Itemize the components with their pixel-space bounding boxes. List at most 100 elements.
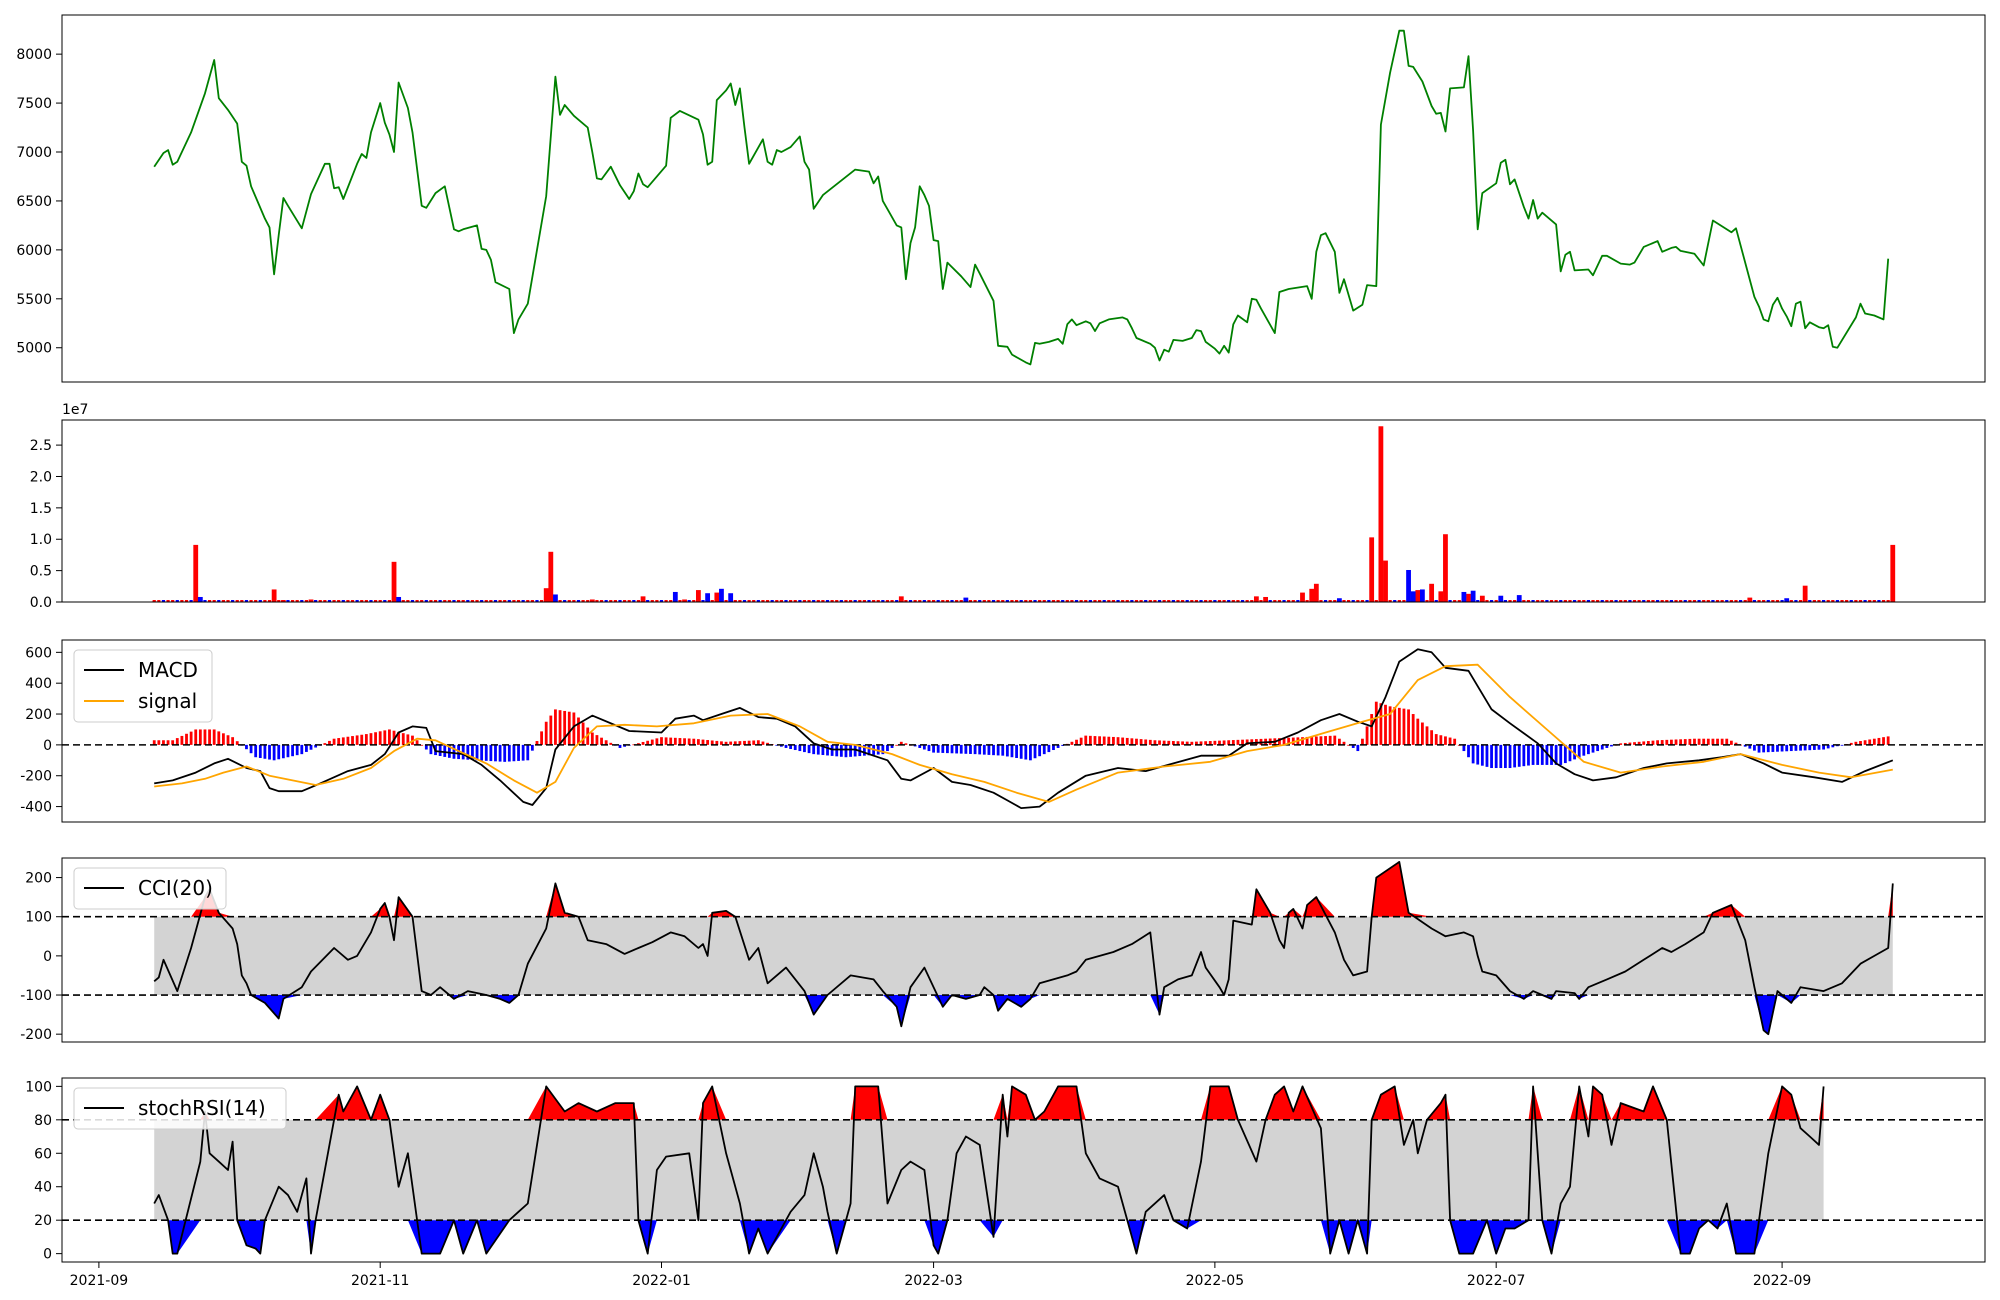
macd-hist-bar xyxy=(369,733,373,745)
volume-bar-small xyxy=(507,600,511,602)
macd-panel-frame xyxy=(61,639,1986,823)
cci-y-tick-label: -200 xyxy=(20,1027,52,1043)
volume-bar-small xyxy=(1277,600,1282,602)
stochrsi-y-tick-label: 60 xyxy=(34,1146,52,1162)
volume-bar-small xyxy=(387,600,392,602)
volume-bar-small xyxy=(1706,600,1710,602)
macd-hist-bar xyxy=(1822,744,1825,750)
volume-bar-small xyxy=(1019,600,1023,602)
macd-hist-bar xyxy=(1162,740,1166,745)
macd-hist-bar xyxy=(1688,738,1692,745)
macd-hist-bar xyxy=(1623,742,1627,745)
macd-hist-bar xyxy=(507,744,511,762)
volume-y-tick-label: 0.0 xyxy=(30,595,52,611)
macd-hist-bar xyxy=(268,744,271,760)
cci-plot-area xyxy=(62,861,1985,1036)
macd-hist-bar xyxy=(443,744,447,757)
volume-bar-small xyxy=(1240,600,1245,602)
macd-hist-bar xyxy=(1812,744,1816,750)
macd-hist-bar xyxy=(530,744,534,751)
macd-hist-bar xyxy=(1370,714,1374,745)
volume-bar-small xyxy=(1563,600,1567,602)
stochrsi-y-tick-label: 20 xyxy=(34,1213,52,1229)
volume-bar-small xyxy=(775,600,779,602)
stochrsi-plot-area xyxy=(62,1085,1985,1255)
volume-bar xyxy=(391,561,397,602)
volume-bar xyxy=(1516,595,1522,602)
macd-hist-bar xyxy=(231,737,235,745)
price-y-tick-label: 5000 xyxy=(16,341,52,357)
volume-bar xyxy=(1466,593,1471,602)
stochrsi-legend: stochRSI(14) xyxy=(73,1087,287,1130)
macd-hist-bar xyxy=(245,744,248,750)
macd-hist-bar xyxy=(724,741,728,745)
macd-hist-bar xyxy=(1573,744,1576,760)
volume-bar-small xyxy=(996,600,1000,602)
macd-hist-bar xyxy=(471,744,474,760)
cci-y-axis: -200 -100 0 100 200 xyxy=(20,871,62,1043)
macd-hist-bar xyxy=(1831,744,1835,748)
macd-hist-bar xyxy=(1849,742,1853,745)
volume-bar-small xyxy=(853,600,857,602)
volume-bar-small xyxy=(1134,600,1139,602)
volume-bar-small xyxy=(1194,600,1199,602)
macd-hist-bar xyxy=(374,732,377,745)
volume-bar-small xyxy=(1752,600,1757,602)
volume-bar-small xyxy=(789,600,793,602)
volume-bar xyxy=(1300,592,1305,602)
volume-bar-small xyxy=(1125,600,1129,602)
macd-hist-bar xyxy=(835,744,839,757)
volume-bar-small xyxy=(1817,600,1821,602)
volume-bar-small xyxy=(1711,600,1715,602)
macd-hist-bar xyxy=(1379,703,1383,745)
macd-hist-bar xyxy=(1882,737,1885,745)
volume-bar-small xyxy=(535,600,539,602)
macd-hist-bar xyxy=(1176,741,1180,745)
macd-hist-bar xyxy=(1610,744,1613,747)
volume-bar-small xyxy=(1116,600,1120,602)
volume-bar-small xyxy=(1425,600,1429,602)
macd-hist-bar xyxy=(1319,736,1323,745)
volume-bar-small xyxy=(1886,600,1890,602)
volume-bar-small xyxy=(337,600,341,602)
volume-bar-small xyxy=(1688,600,1692,602)
volume-bar-small xyxy=(433,600,438,602)
volume-bar xyxy=(1253,596,1259,602)
volume-bar-small xyxy=(1669,600,1674,602)
macd-hist-bar xyxy=(1079,737,1083,745)
macd-hist-bar xyxy=(1139,739,1143,745)
volume-bar-small xyxy=(318,600,322,602)
macd-hist-bar xyxy=(1384,704,1387,745)
macd-hist-bar xyxy=(969,744,972,754)
macd-hist-bar xyxy=(1231,740,1235,745)
volume-bar xyxy=(1498,595,1504,602)
volume-bar-small xyxy=(558,600,562,602)
volume-bar-small xyxy=(1213,600,1217,602)
macd-hist-bar xyxy=(360,734,364,745)
macd-hist-bar xyxy=(295,744,299,756)
volume-bar-small xyxy=(1388,600,1392,602)
volume-bar-small xyxy=(1789,600,1793,602)
volume-bar-small xyxy=(1854,600,1858,602)
volume-bar-small xyxy=(1356,600,1360,602)
volume-bar xyxy=(1802,585,1808,602)
volume-bar xyxy=(705,593,711,602)
volume-bar-small xyxy=(1176,600,1180,602)
macd-hist-bar xyxy=(1185,741,1189,745)
volume-bar-small xyxy=(1065,600,1069,602)
cci-panel: -200 -100 0 100 200 CCI(20) xyxy=(20,857,1986,1043)
volume-bar-small xyxy=(973,600,977,602)
volume-bar-small xyxy=(581,600,585,602)
macd-hist-bar xyxy=(996,744,1000,756)
macd-hist-bar xyxy=(779,744,783,747)
macd-hist-bar xyxy=(484,744,488,761)
x-tick-label: 2021-11 xyxy=(351,1273,410,1289)
stochrsi-overbought-fill xyxy=(154,1086,1824,1120)
macd-hist-bar xyxy=(1674,739,1678,745)
macd-y-axis: -400 -200 0 200 400 600 xyxy=(20,645,62,816)
macd-hist-bar xyxy=(208,729,211,745)
volume-bar-small xyxy=(1849,600,1853,602)
macd-hist-bar xyxy=(683,738,686,745)
volume-bar-small xyxy=(1715,600,1720,602)
